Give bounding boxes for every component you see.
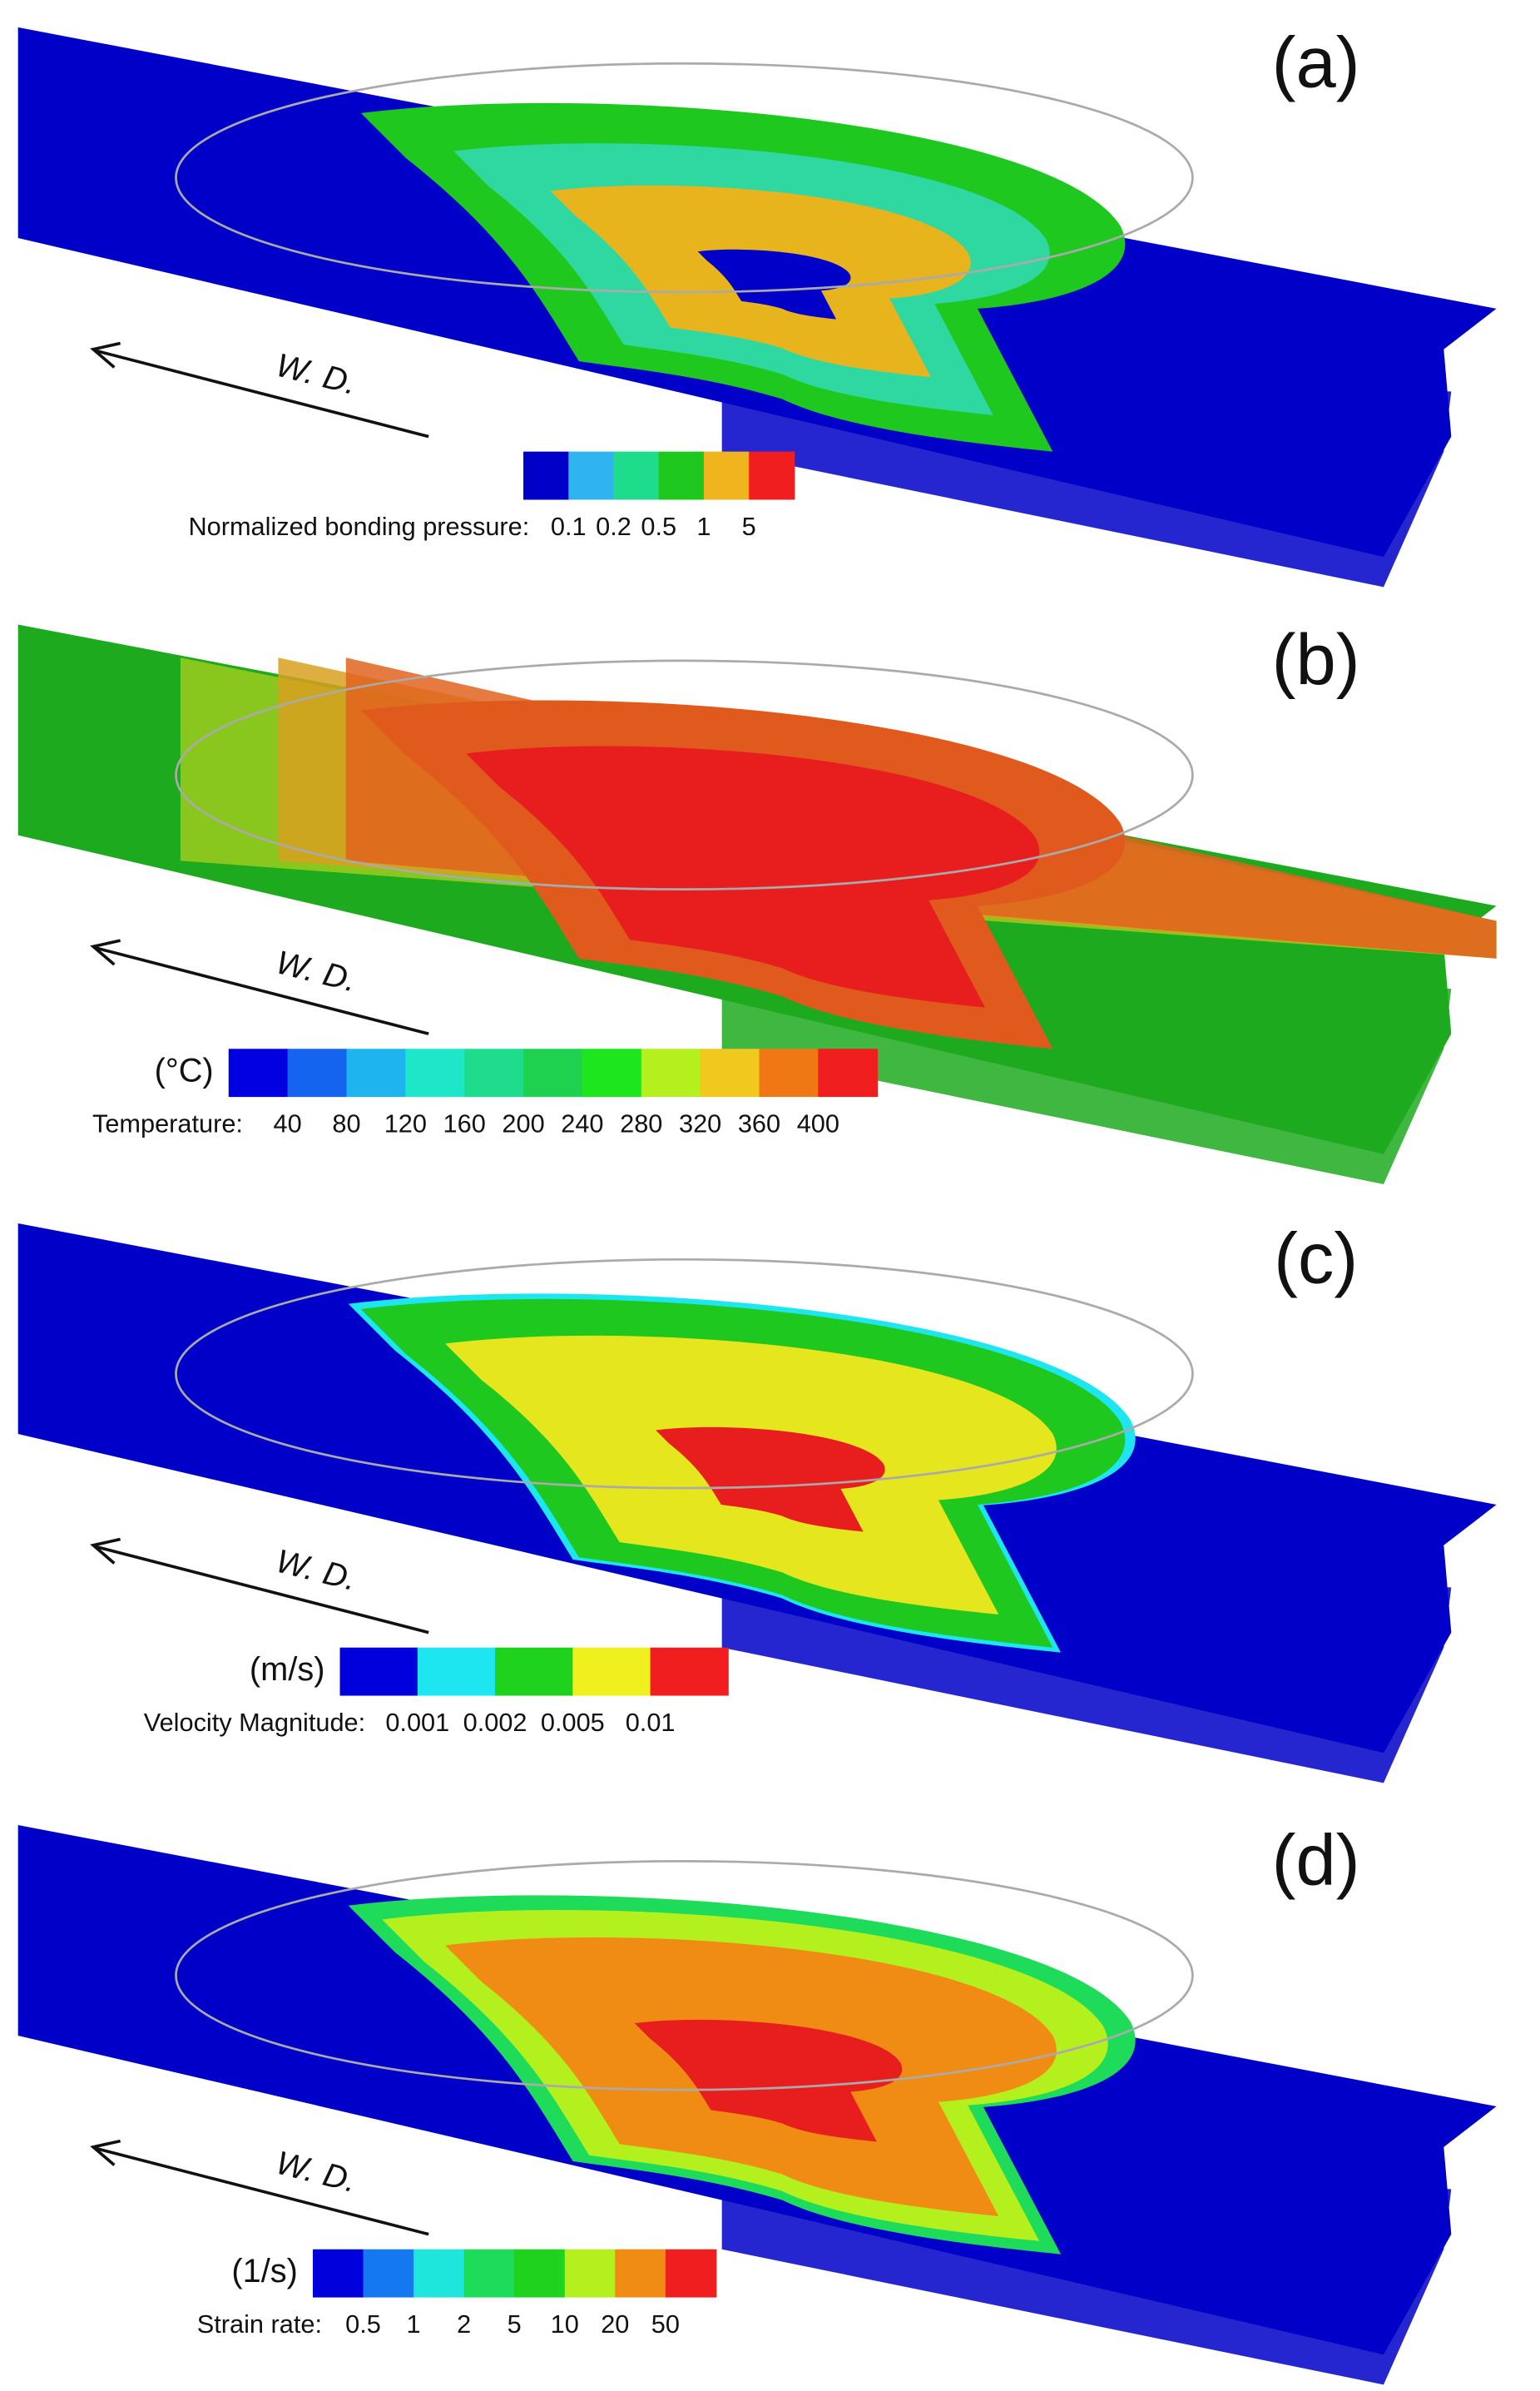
panel: W. D. (b) 40 80 120 160 200 240 280 320 360 400 Temp…	[17, 619, 1497, 1184]
colorbar-swatch	[641, 1049, 701, 1098]
colorbar-tick-label: 160	[443, 1109, 486, 1138]
colorbar-swatch	[464, 1049, 524, 1098]
tool-shoulder	[175, 1860, 1194, 2091]
colorbar-tick-label: 80	[332, 1109, 360, 1138]
colorbar-swatch	[228, 1049, 289, 1098]
colorbar-title: Temperature:	[92, 1109, 243, 1138]
colorbar-swatch	[703, 451, 750, 500]
colorbar-tick-label: 200	[502, 1109, 544, 1138]
panel: W. D. (a) 0.1 0.2 0.5 1 5 Normalized bonding pr…	[17, 22, 1497, 588]
panel: W. D. (d) 0.5 1 2 5 10 20 50 Strain rate: (1/s)	[17, 1820, 1497, 2385]
direction-label: W. D.	[272, 944, 360, 999]
colorbar-swatch	[568, 451, 615, 500]
colorbar-tick-label: 5	[742, 512, 756, 541]
colorbar-tick-label: 280	[620, 1109, 662, 1138]
colorbar-swatch	[312, 2249, 364, 2298]
colorbar-title: Velocity Magnitude:	[144, 1708, 365, 1737]
colorbar-swatch	[523, 451, 570, 500]
direction-label: W. D.	[272, 347, 360, 402]
colorbar-swatch	[523, 1049, 583, 1098]
tool-shoulder	[175, 659, 1194, 891]
colorbar-swatch	[346, 1049, 407, 1098]
colorbar-swatch	[495, 1647, 574, 1696]
colorbar-tick-label: 0.5	[345, 2309, 381, 2339]
colorbar-tick-label: 240	[561, 1109, 603, 1138]
colorbar-title: Strain rate:	[197, 2309, 322, 2339]
colorbar-tick-label: 0.1	[551, 512, 587, 541]
colorbar-swatch	[665, 2249, 717, 2298]
tool-shoulder	[175, 62, 1194, 294]
colorbar-tick-label: 0.001	[385, 1708, 449, 1737]
colorbar-swatch	[700, 1049, 760, 1098]
colorbar-tick-label: 50	[651, 2309, 680, 2339]
panel-label: (d)	[1272, 1820, 1360, 1901]
colorbar-unit: (m/s)	[250, 1651, 325, 1688]
colorbar-tick-label: 5	[508, 2309, 522, 2339]
direction-label: W. D.	[272, 1543, 360, 1598]
colorbar-swatch	[749, 451, 795, 500]
colorbar-swatch	[514, 2249, 566, 2298]
colorbar-unit: (°C)	[155, 1053, 214, 1089]
colorbar-tick-label: 320	[679, 1109, 721, 1138]
colorbar-swatch	[463, 2249, 516, 2298]
colorbar-swatch	[564, 2249, 616, 2298]
colorbar-swatch	[339, 1647, 418, 1696]
colorbar-tick-label: 0.5	[641, 512, 676, 541]
colorbar-tick-label: 40	[274, 1109, 302, 1138]
colorbar-swatch	[417, 1647, 496, 1696]
arrow-head	[90, 341, 121, 369]
colorbar-tick-label: 400	[797, 1109, 839, 1138]
colorbar-swatch	[615, 2249, 666, 2298]
colorbar-swatch	[287, 1049, 348, 1098]
direction-label: W. D.	[272, 2145, 360, 2200]
colorbar-tick-label: 0.01	[626, 1708, 676, 1737]
panel-label: (b)	[1272, 619, 1360, 700]
weld-zone	[466, 746, 1040, 1008]
direction-arrow	[96, 946, 429, 1035]
colorbar-tick-label: 20	[601, 2309, 629, 2339]
colorbar-swatch	[759, 1049, 820, 1098]
colorbar-tick-label: 360	[738, 1109, 780, 1138]
colorbar-swatch	[405, 1049, 466, 1098]
direction-arrow	[96, 349, 429, 439]
colorbar-title: Normalized bonding pressure:	[188, 512, 529, 541]
colorbar-tick-label: 2	[457, 2309, 471, 2339]
colorbar-swatch	[572, 1647, 651, 1696]
colorbar-swatch	[818, 1049, 879, 1098]
weld-zone	[697, 249, 851, 320]
arrow-head	[90, 939, 121, 966]
panel-label: (a)	[1272, 22, 1360, 103]
weld-zone	[634, 2019, 903, 2142]
direction-arrow	[96, 1545, 429, 1635]
colorbar-swatch	[650, 1647, 729, 1696]
tool-shoulder	[175, 1258, 1194, 1490]
colorbar-swatch	[413, 2249, 465, 2298]
colorbar-tick-label: 10	[551, 2309, 579, 2339]
colorbar-swatch	[658, 451, 705, 500]
direction-arrow	[96, 2146, 429, 2236]
arrow-head	[90, 1537, 121, 1565]
colorbar-swatch	[363, 2249, 414, 2298]
weld-zone	[656, 1426, 885, 1532]
colorbar-tick-label: 0.2	[596, 512, 631, 541]
colorbar-tick-label: 1	[407, 2309, 421, 2339]
colorbar-tick-label: 0.005	[541, 1708, 605, 1737]
arrow-head	[90, 2139, 121, 2166]
colorbar-swatch	[613, 451, 660, 500]
colorbar-tick-label: 0.002	[463, 1708, 527, 1737]
colorbar-swatch	[582, 1049, 642, 1098]
panel-label: (c)	[1274, 1218, 1358, 1299]
colorbar-unit: (1/s)	[231, 2253, 298, 2289]
colorbar-tick-label: 120	[384, 1109, 427, 1138]
panel: W. D. (c) 0.001 0.002 0.005 0.01 Velocity Magn…	[17, 1218, 1497, 1783]
colorbar-tick-label: 1	[696, 512, 711, 541]
